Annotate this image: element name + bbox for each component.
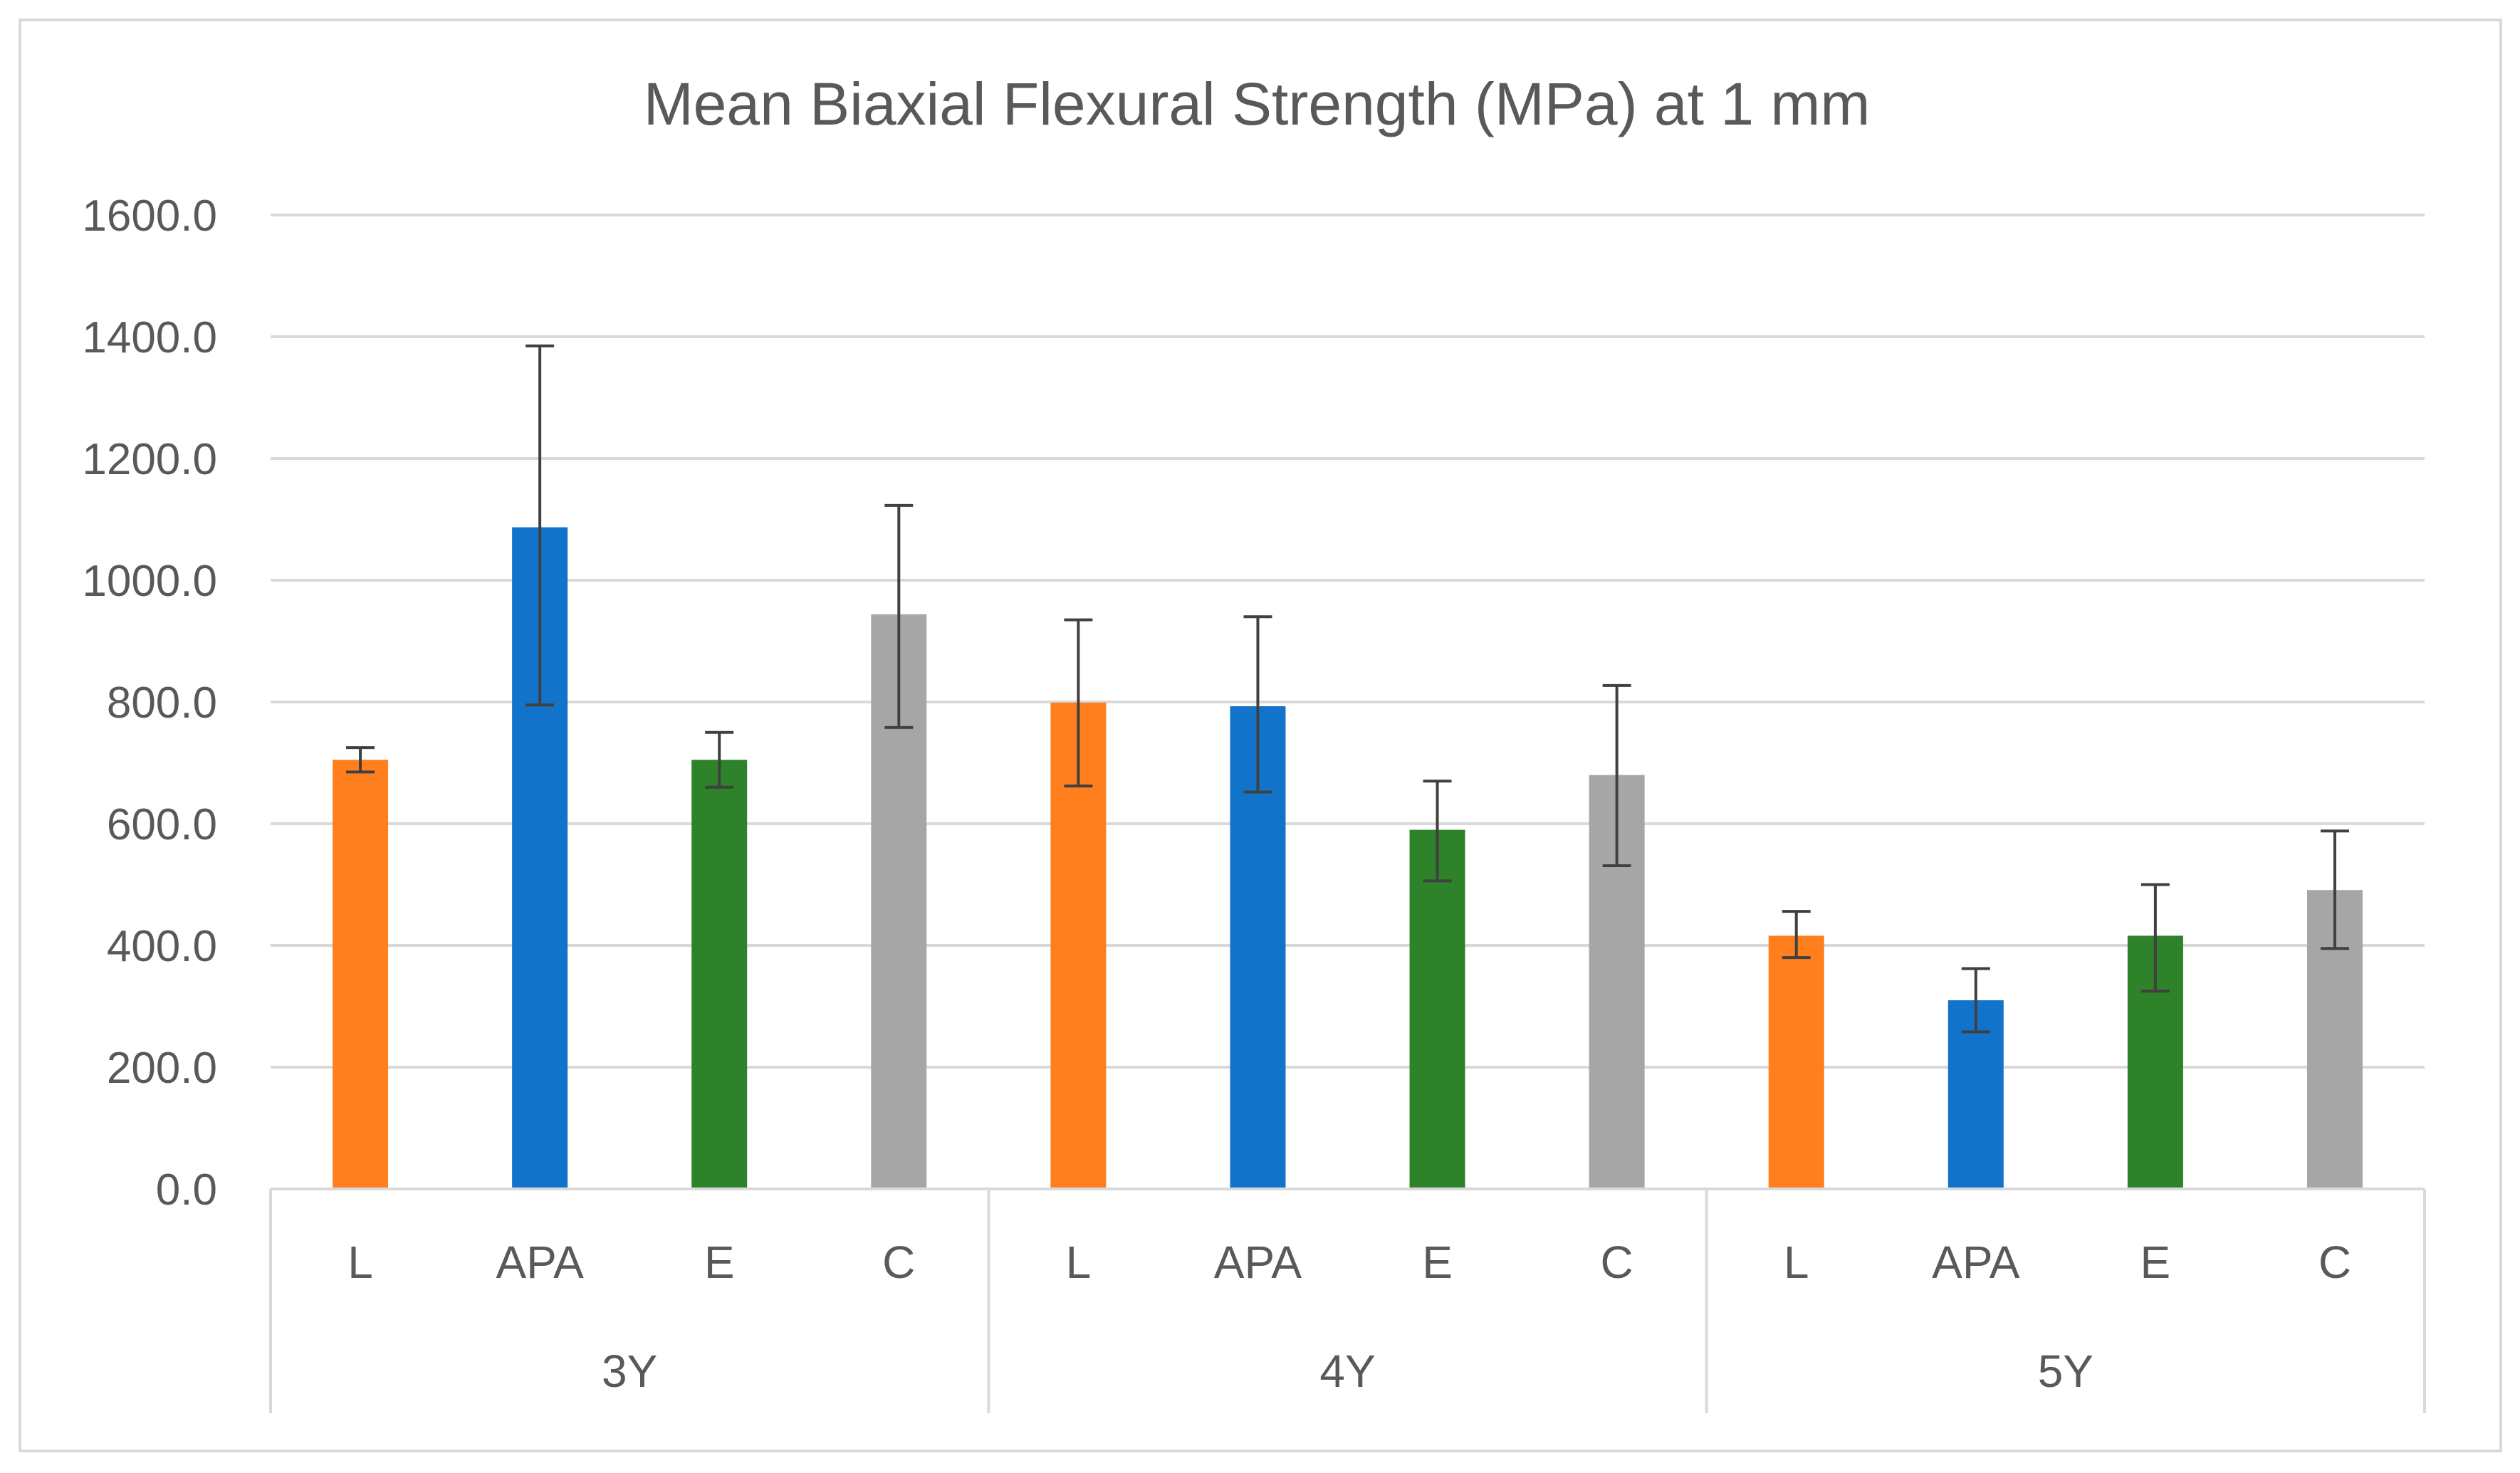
- bar-3y-e: [691, 760, 748, 1189]
- chart-title: Mean Biaxial Flexural Strength (MPa) at …: [644, 70, 1871, 137]
- bar-5y-l: [1768, 935, 1824, 1189]
- error-bar-3y-e: [705, 730, 734, 789]
- y-tick-label: 1400.0: [82, 313, 217, 362]
- y-tick-label: 1000.0: [82, 557, 217, 606]
- y-tick-label: 400.0: [107, 922, 217, 971]
- error-bar-5y-l: [1782, 910, 1811, 960]
- error-bar-5y-c: [2320, 829, 2349, 950]
- x-category-label: L: [1066, 1237, 1092, 1288]
- x-category-label: C: [2318, 1237, 2351, 1288]
- error-bar-3y-c: [884, 503, 914, 729]
- x-category-label: APA: [496, 1237, 584, 1288]
- error-bars: [346, 344, 2349, 1034]
- x-category-label: L: [1784, 1237, 1809, 1288]
- error-bar-4y-c: [1602, 683, 1631, 867]
- x-category-label: APA: [1932, 1237, 2020, 1288]
- error-bar-4y-e: [1423, 780, 1452, 883]
- x-category-label: E: [2140, 1237, 2171, 1288]
- x-category-label: L: [347, 1237, 373, 1288]
- x-group-label: 4Y: [1319, 1346, 1375, 1397]
- error-bar-5y-apa: [1961, 967, 1990, 1034]
- x-category-label: C: [1601, 1237, 1633, 1288]
- error-bar-5y-e: [2140, 883, 2170, 993]
- bar-3y-l: [333, 760, 389, 1189]
- error-bar-3y-l: [346, 746, 375, 774]
- y-tick-label: 1200.0: [82, 435, 217, 484]
- error-bar-4y-apa: [1243, 615, 1272, 794]
- y-tick-label: 0.0: [156, 1165, 217, 1215]
- y-tick-label: 600.0: [107, 800, 217, 849]
- x-category-label: C: [882, 1237, 915, 1288]
- x-category-label: E: [704, 1237, 735, 1288]
- error-bar-4y-l: [1064, 618, 1093, 787]
- y-tick-label: 1600.0: [82, 192, 217, 241]
- y-axis-tick-labels: 0.0 200.0 400.0 600.0 800.0 1000.0 1200.0 1400.…: [82, 192, 217, 1215]
- y-tick-label: 800.0: [107, 678, 217, 728]
- bar-4y-e: [1409, 829, 1465, 1189]
- x-category-label: E: [1422, 1237, 1453, 1288]
- error-bar-3y-apa: [526, 344, 555, 707]
- x-axis-labels: L APA E C 3Y L APA E C 4Y L APA E C 5Y: [347, 1237, 2351, 1397]
- x-axis: [269, 1188, 2426, 1413]
- x-group-label: 5Y: [2038, 1346, 2093, 1397]
- x-category-label: APA: [1214, 1237, 1302, 1288]
- y-tick-label: 200.0: [107, 1044, 217, 1093]
- x-group-label: 3Y: [602, 1346, 657, 1397]
- gridlines: [271, 214, 2425, 1069]
